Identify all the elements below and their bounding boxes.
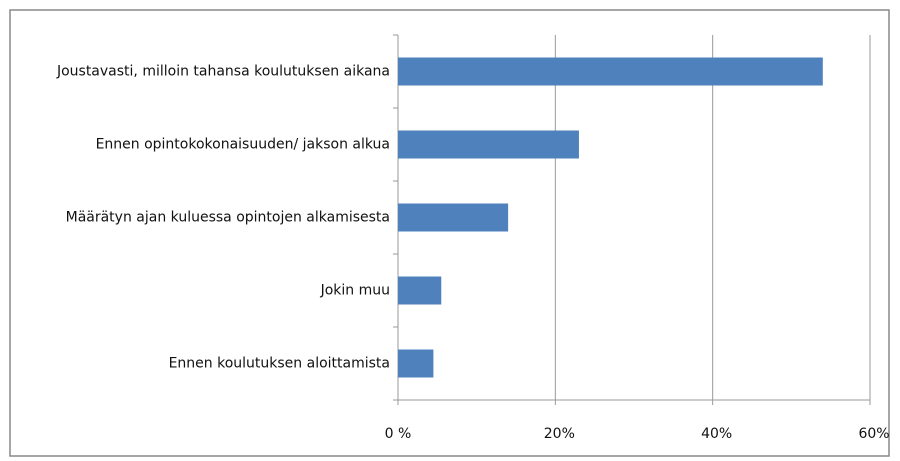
- bar: [398, 130, 579, 159]
- x-tick-label: 40%: [701, 426, 733, 442]
- y-tick-label: Ennen opintokokonaisuuden/ jakson alkua: [95, 136, 390, 152]
- y-tick-label: Joustavasti, milloin tahansa koulutuksen…: [56, 63, 390, 79]
- y-tick-label: Määrätyn ajan kuluessa opintojen alkamis…: [65, 209, 390, 225]
- bar: [398, 203, 509, 232]
- bar: [398, 57, 823, 86]
- x-tick-label: 0 %: [384, 426, 412, 442]
- y-tick-label: Ennen koulutuksen aloittamista: [168, 355, 390, 371]
- frame: [9, 9, 890, 457]
- x-tick-label: 60%: [858, 426, 890, 442]
- x-tick-label: 20%: [543, 426, 575, 442]
- y-tick-label: Jokin muu: [320, 282, 390, 298]
- bar: [398, 276, 442, 305]
- bar: [398, 349, 434, 378]
